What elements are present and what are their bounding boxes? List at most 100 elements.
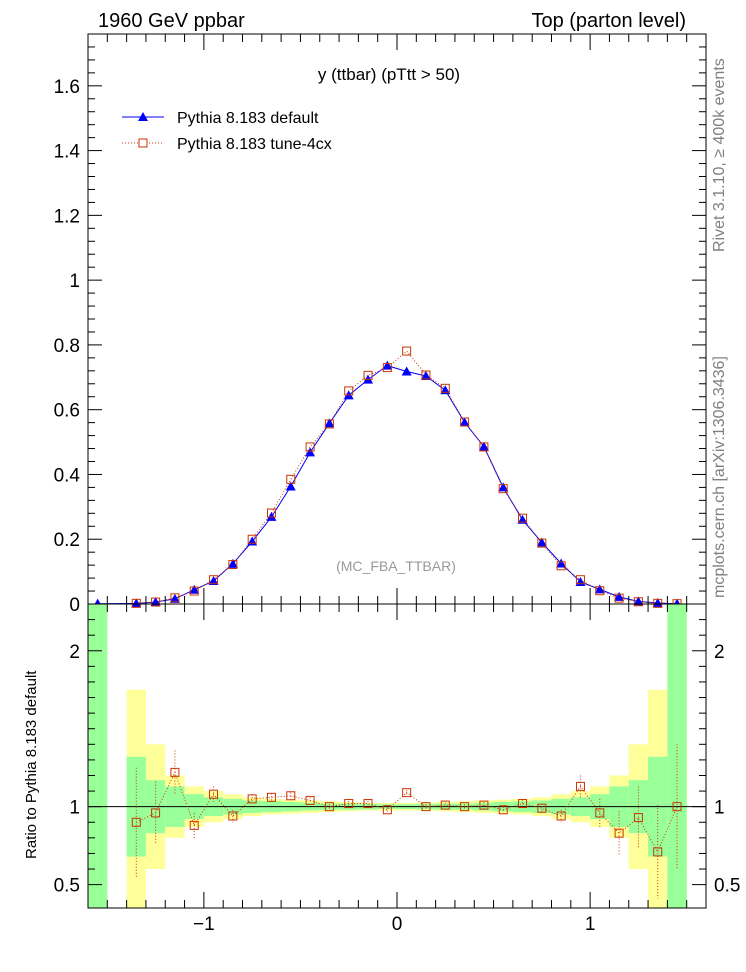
ratio-markers: [131, 744, 682, 899]
main-point-default: [633, 596, 644, 606]
ratio-point-tune: [209, 789, 219, 799]
ratio-point-tune: [479, 800, 489, 810]
main-point-tune: [151, 597, 161, 607]
main-y-tick-label: 0.4: [54, 465, 81, 486]
main-title: y (ttbar) (pTtt > 50): [318, 65, 460, 84]
ratio-point-tune: [614, 828, 624, 838]
ratio-point-tune: [518, 799, 528, 809]
main-point-default: [266, 511, 277, 521]
ratio-y-tick-label: 0.5: [54, 876, 80, 897]
ratio-point-tune: [537, 803, 547, 813]
main-point-tune: [575, 575, 585, 585]
main-point-default: [382, 360, 393, 370]
main-point-tune: [440, 383, 450, 393]
ratio-point-tune: [344, 799, 354, 809]
main-point-default: [305, 447, 316, 457]
main-point-tune: [170, 593, 180, 603]
ratio-point-tune: [556, 811, 566, 821]
ratio-point-tune: [575, 781, 585, 791]
ratio-point-tune: [440, 800, 450, 810]
main-markers: [92, 346, 683, 609]
ratio-point-tune: [672, 802, 682, 812]
ratio-point-tune: [286, 791, 296, 801]
main-point-default: [208, 576, 219, 586]
header-left: 1960 GeV ppbar: [98, 10, 245, 32]
ratio-x-tick-label: −1: [193, 914, 215, 935]
ratio-point-tune: [595, 808, 605, 818]
main-y-tick-label: 1.2: [54, 206, 80, 227]
main-point-default: [189, 584, 200, 594]
ratio-frame: [87, 603, 707, 909]
main-point-default: [324, 418, 335, 428]
main-plot: y (ttbar) (pTtt > 50) (MC_FBA_TTBAR) 0 0.…: [54, 33, 707, 616]
main-y-tick-label: 0: [69, 595, 80, 616]
ratio-point-tune: [170, 767, 180, 777]
main-point-default: [614, 591, 625, 601]
main-y-tick-label: 0.6: [54, 401, 80, 422]
ratio-y-tick-label-right: 0.5: [714, 876, 740, 897]
ratio-y-tick-label: 1: [69, 798, 80, 819]
legend-label-default: Pythia 8.183 default: [177, 110, 319, 127]
ratio-ylabel: Ratio to Pythia 8.183 default: [23, 670, 40, 859]
ratio-point-tune: [363, 799, 373, 809]
main-point-default: [536, 537, 547, 547]
main-point-default: [652, 598, 663, 608]
legend: Pythia 8.183 default Pythia 8.183 tune-4…: [122, 110, 332, 153]
ratio-point-tune: [382, 805, 392, 815]
main-tick-labels: 0 0.2 0.4 0.6 0.8 1 1.2 1.4 1.6: [54, 77, 81, 616]
rivet-label: Rivet 3.1.10, ≥ 400k events: [711, 58, 728, 252]
main-point-tune: [344, 386, 354, 396]
ratio-point-tune: [653, 847, 663, 857]
ratio-point-tune: [324, 802, 334, 812]
ratio-plot: 0.5 0.5 1 1 2 2 −1 0 1 Ratio to Pythia 8.183 def…: [23, 603, 740, 935]
main-point-tune: [614, 593, 624, 603]
ratio-x-tick-label: 1: [585, 914, 596, 935]
ratio-point-tune: [151, 808, 161, 818]
main-point-default: [498, 482, 509, 492]
main-point-tune: [382, 363, 392, 373]
ratio-point-tune: [266, 792, 276, 802]
main-point-default: [169, 593, 180, 603]
main-point-default: [131, 598, 142, 608]
main-point-tune: [247, 534, 257, 544]
legend-label-tune: Pythia 8.183 tune-4cx: [177, 136, 332, 153]
main-point-default: [517, 514, 528, 524]
main-ticks: [88, 34, 706, 605]
ratio-lines: [136, 771, 678, 854]
main-point-default: [401, 366, 412, 376]
main-point-tune: [228, 559, 238, 569]
main-point-tune: [402, 346, 412, 356]
ratio-band-green: [667, 604, 687, 908]
main-point-tune: [189, 586, 199, 596]
main-point-tune: [286, 474, 296, 484]
main-point-default: [556, 558, 567, 568]
main-point-tune: [131, 598, 141, 608]
main-point-tune: [498, 484, 508, 494]
main-point-tune: [209, 575, 219, 585]
legend-marker-default: [138, 112, 148, 121]
ratio-y-tick-label-right: 1: [714, 798, 725, 819]
main-point-tune: [324, 419, 334, 429]
main-point-tune: [537, 538, 547, 548]
ratio-point-tune: [189, 820, 199, 830]
ratio-point-tune: [228, 811, 238, 821]
ratio-ticks: [88, 604, 706, 908]
main-point-default: [459, 417, 470, 427]
header-right: Top (parton level): [531, 10, 686, 32]
ratio-point-tune: [247, 794, 257, 804]
main-point-tune: [518, 513, 528, 523]
main-point-tune: [305, 442, 315, 452]
main-point-default: [285, 481, 296, 491]
main-point-default: [478, 441, 489, 451]
mcplots-label: mcplots.cern.ch [arXiv:1306.3436]: [711, 356, 728, 598]
main-y-tick-label: 1.6: [54, 77, 80, 98]
main-point-tune: [460, 417, 470, 427]
ratio-point-tune: [460, 802, 470, 812]
main-point-tune: [556, 561, 566, 571]
main-point-default: [420, 371, 431, 380]
ratio-y-tick-label: 2: [69, 642, 80, 663]
ratio-point-tune: [421, 802, 431, 812]
main-point-tune: [479, 442, 489, 452]
ratio-point-tune: [498, 805, 508, 815]
